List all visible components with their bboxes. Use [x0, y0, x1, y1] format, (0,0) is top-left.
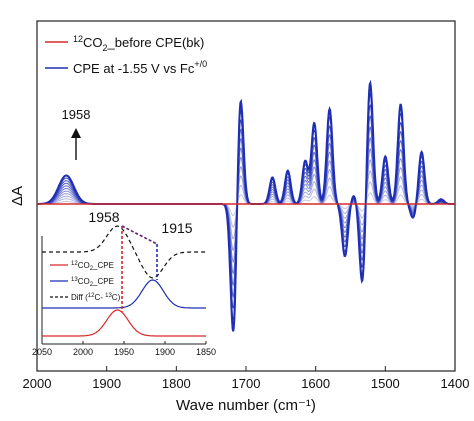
inset-legend-label-13co2: 13CO2_CPE — [71, 277, 114, 288]
legend: 12CO2_before CPE(bk) CPE at -1.55 V vs F… — [45, 34, 207, 76]
x-tick-label: 1900 — [92, 376, 121, 391]
x-tick-label: 1500 — [371, 376, 400, 391]
inset-x-tick-label: 1950 — [114, 347, 134, 357]
inset-chart: 2050 2000 1950 1900 1850 1958 1915 12CO2_CPE… — [32, 209, 216, 357]
y-axis-title: ΔA — [9, 186, 26, 206]
x-tick-label: 1700 — [232, 376, 261, 391]
legend-label-baseline: 12CO2_before CPE(bk) — [73, 34, 204, 53]
inset-peak-red-label: 1958 — [88, 209, 119, 225]
x-tick-label: 1800 — [162, 376, 191, 391]
x-tick-label: 1400 — [441, 376, 470, 391]
inset-x-ticks: 2050 2000 1950 1900 1850 — [32, 341, 216, 357]
inset-legend-label-diff: Diff (12C- 13C) — [71, 293, 121, 302]
inset-x-tick-label: 1850 — [196, 347, 216, 357]
inset-traces — [42, 225, 206, 337]
inset-x-tick-label: 1900 — [155, 347, 175, 357]
x-axis-title: Wave number (cm⁻¹) — [176, 397, 316, 414]
x-tick-label: 1600 — [301, 376, 330, 391]
inset-legend: 12CO2_CPE 13CO2_CPE Diff (12C- 13C) — [50, 261, 121, 302]
inset-diff-line — [42, 225, 206, 279]
cpe-trace-6 — [37, 136, 455, 275]
x-axis-ticks: 2000 1900 1800 1700 1600 1500 1400 — [23, 366, 470, 391]
peak-1958-label: 1958 — [62, 107, 91, 122]
x-tick-label: 2000 — [23, 376, 52, 391]
inset-marker-connector — [121, 225, 158, 245]
inset-peak-blue-label: 1915 — [161, 220, 192, 236]
inset-12co2-line — [42, 309, 206, 337]
inset-x-tick-label: 2050 — [32, 347, 52, 357]
inset-13co2-line — [42, 279, 206, 309]
peak-arrow-head-icon — [71, 128, 81, 138]
inset-legend-label-12co2: 12CO2_CPE — [71, 261, 114, 272]
legend-label-cpe: CPE at -1.55 V vs Fc+/0 — [73, 59, 207, 76]
inset-x-tick-label: 2000 — [73, 347, 93, 357]
